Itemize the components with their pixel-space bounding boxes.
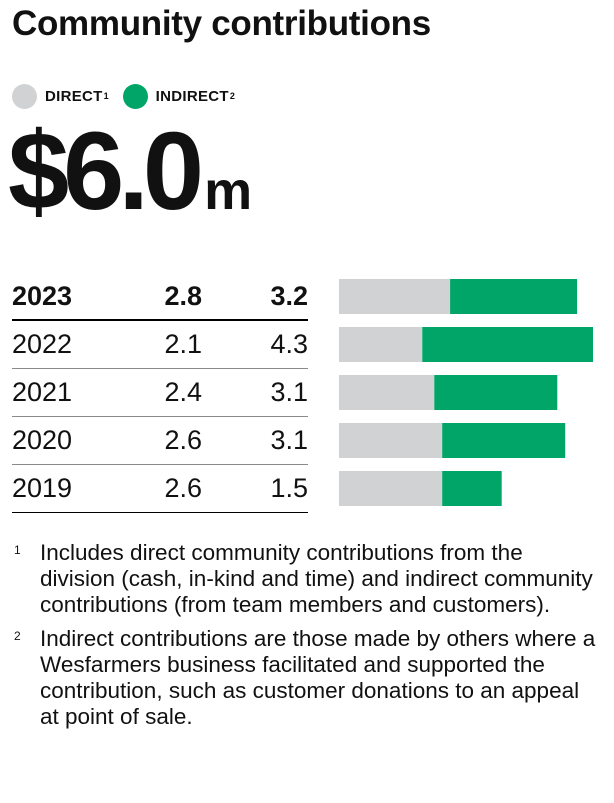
year-cell: 2022: [12, 329, 73, 359]
direct-value-cell: 2.6: [164, 425, 202, 455]
bar-indirect-2021: [434, 375, 558, 410]
bar-direct-2019: [339, 471, 443, 506]
year-cell: 2020: [12, 425, 73, 455]
bar-direct-2023: [339, 279, 451, 314]
footnote-text: Includes direct community contributions …: [40, 540, 593, 617]
legend-footnote-marker-1: 1: [103, 91, 109, 101]
indirect-value-cell: 1.5: [270, 473, 308, 503]
year-cell: 2023: [12, 281, 73, 311]
footnote-number: 2: [14, 629, 21, 643]
direct-value-cell: 2.6: [164, 473, 202, 503]
footnote-text: Indirect contributions are those made by…: [40, 626, 596, 729]
table-row: 2022 2.1 4.3: [12, 321, 308, 369]
legend-label-indirect: INDIRECT: [155, 87, 229, 105]
footnote-number: 1: [14, 543, 21, 557]
table-row: 2020 2.6 3.1: [12, 417, 308, 465]
legend-swatch-indirect: [122, 83, 148, 109]
bar-direct-2022: [339, 327, 423, 362]
data-table: 2023 2.8 3.2 2022 2.1 4.3 2021 2.4 3.1 2…: [12, 273, 308, 513]
footnote: 2 Indirect contributions are those made …: [12, 626, 602, 730]
footnotes: 1 Includes direct community contribution…: [12, 540, 602, 738]
indirect-value-cell: 3.1: [270, 377, 308, 407]
year-cell: 2019: [12, 473, 73, 503]
total-unit: m: [204, 161, 253, 221]
indirect-value-cell: 3.2: [270, 281, 308, 311]
total-value: $6.0: [8, 110, 204, 233]
legend-label-direct: DIRECT: [45, 87, 103, 105]
stacked-bar-chart: [339, 279, 593, 506]
bar-indirect-2022: [422, 327, 593, 362]
legend-item-direct: DIRECT 1: [12, 83, 109, 109]
indirect-value-cell: 4.3: [270, 329, 308, 359]
table-row: 2023 2.8 3.2: [12, 273, 308, 321]
total-contribution: $6.0 m: [8, 112, 252, 232]
bar-indirect-2020: [442, 423, 566, 458]
direct-value-cell: 2.1: [164, 329, 202, 359]
year-cell: 2021: [12, 377, 73, 407]
legend: DIRECT 1 INDIRECT 2: [12, 82, 249, 110]
direct-value-cell: 2.8: [164, 281, 202, 311]
legend-footnote-marker-2: 2: [229, 91, 235, 101]
indirect-value-cell: 3.1: [270, 425, 308, 455]
legend-swatch-direct: [12, 83, 37, 109]
bar-indirect-2019: [442, 471, 502, 506]
bar-direct-2021: [339, 375, 435, 410]
bar-direct-2020: [339, 423, 443, 458]
direct-value-cell: 2.4: [164, 377, 202, 407]
footnote: 1 Includes direct community contribution…: [12, 540, 602, 618]
table-row: 2019 2.6 1.5: [12, 465, 308, 513]
table-row: 2021 2.4 3.1: [12, 369, 308, 417]
chart-title: Community contributions: [12, 4, 431, 43]
bar-indirect-2023: [450, 279, 578, 314]
legend-item-indirect: INDIRECT 2: [122, 83, 235, 109]
